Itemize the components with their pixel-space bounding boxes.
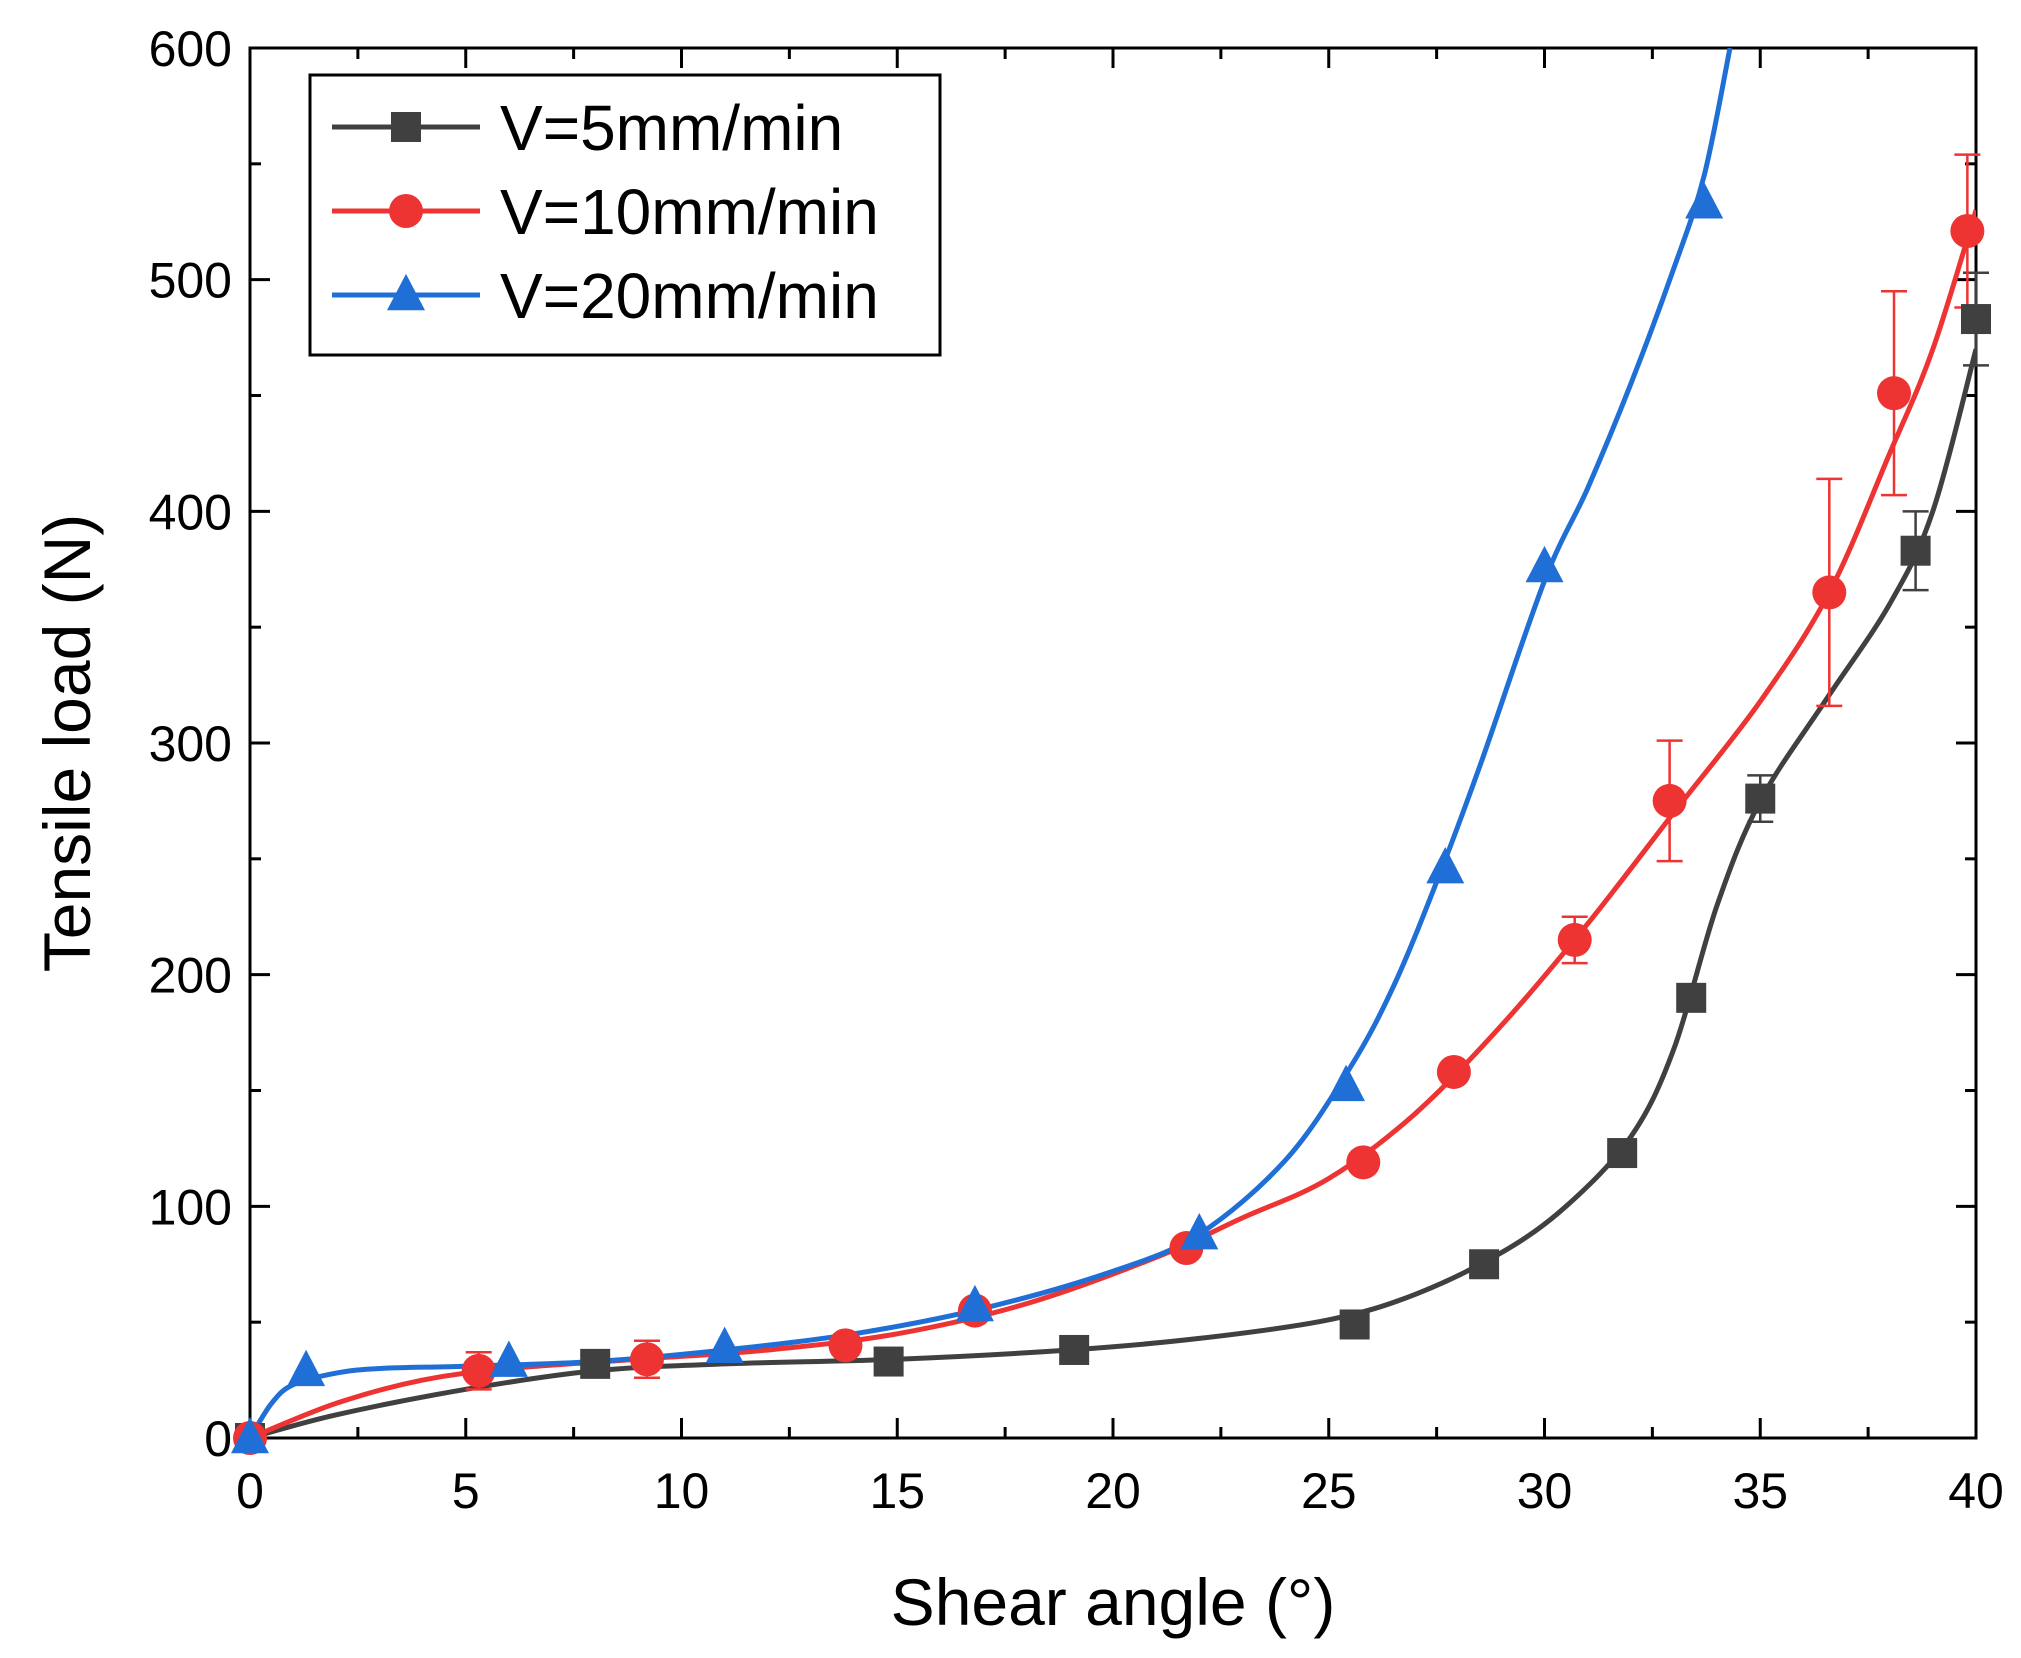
y-tick-label: 600 <box>149 21 232 77</box>
series-v10-point <box>828 1328 863 1363</box>
series-v5-point <box>1059 1334 1090 1365</box>
y-tick-label: 200 <box>149 948 232 1004</box>
series-v20-point <box>1327 1064 1366 1102</box>
series-v20-point <box>705 1326 744 1363</box>
y-tick-label: 300 <box>149 716 232 772</box>
y-tick-label: 0 <box>204 1411 232 1467</box>
legend-v10-label: V=10mm/min <box>500 176 879 248</box>
y-tick-label: 100 <box>149 1179 232 1235</box>
labels-layer: 0 5 10 15 20 25 30 35 400100200300400500600Shear… <box>30 21 2004 1639</box>
series-v10-point <box>629 1342 664 1377</box>
x-tick-label: 40 <box>1948 1463 2004 1519</box>
axes-layer <box>248 46 1978 1440</box>
series-v20-point <box>1685 182 1724 219</box>
x-tick-label: 15 <box>869 1463 925 1519</box>
x-tick-label: 25 <box>1301 1463 1357 1519</box>
legend-v20-marker <box>387 273 425 311</box>
series-v5-point <box>1339 1309 1370 1340</box>
y-axis-title: Tensile load (N) <box>30 514 104 973</box>
x-tick-label: 5 <box>452 1463 480 1519</box>
series-v10-point <box>1346 1145 1381 1180</box>
series-v20-point <box>287 1349 326 1387</box>
series-v20-curve <box>250 48 1733 1438</box>
markers-layer <box>231 182 1991 1455</box>
series-v10-point <box>1877 376 1912 411</box>
series-v20-point <box>231 1416 269 1454</box>
series-v5-point <box>1469 1249 1500 1280</box>
x-axis-title: Shear angle (°) <box>891 1565 1336 1639</box>
series-v10-point <box>461 1353 496 1388</box>
y-tick-label: 400 <box>149 484 232 540</box>
legend-v5-label: V=5mm/min <box>500 92 843 164</box>
x-tick-label: 0 <box>236 1463 264 1519</box>
series-v5-point <box>1900 535 1931 566</box>
series-v10-point <box>1652 783 1687 818</box>
series-v10-curve <box>250 209 1976 1438</box>
legend-v10-marker <box>389 194 423 228</box>
x-tick-label: 10 <box>654 1463 710 1519</box>
series-v5-point <box>1745 783 1776 814</box>
x-tick-label: 30 <box>1517 1463 1573 1519</box>
series-v10-point <box>1436 1054 1471 1089</box>
series-v5-point <box>1676 982 1707 1013</box>
x-tick-label: 35 <box>1732 1463 1788 1519</box>
series-v5-point <box>580 1348 611 1379</box>
y-tick-label: 500 <box>149 253 232 309</box>
legend-v20-label: V=20mm/min <box>500 260 879 332</box>
series-v10-point <box>1812 575 1847 610</box>
legend-v5-marker <box>391 112 421 142</box>
series-v10-point <box>1557 922 1592 957</box>
series-v20-point <box>955 1284 994 1322</box>
legend: V=5mm/min V=10mm/min V=20mm/min <box>308 73 942 357</box>
series-v20-point <box>1525 545 1564 583</box>
series-v20-point <box>1180 1213 1219 1250</box>
series-v5-point <box>1607 1138 1638 1169</box>
series-v20-point <box>1426 847 1465 884</box>
series-v20-point <box>489 1340 528 1377</box>
series-v5-point <box>1961 304 1991 335</box>
series-v5-point <box>873 1346 904 1377</box>
x-tick-label: 20 <box>1085 1463 1141 1519</box>
series-v10-point <box>1950 214 1985 249</box>
